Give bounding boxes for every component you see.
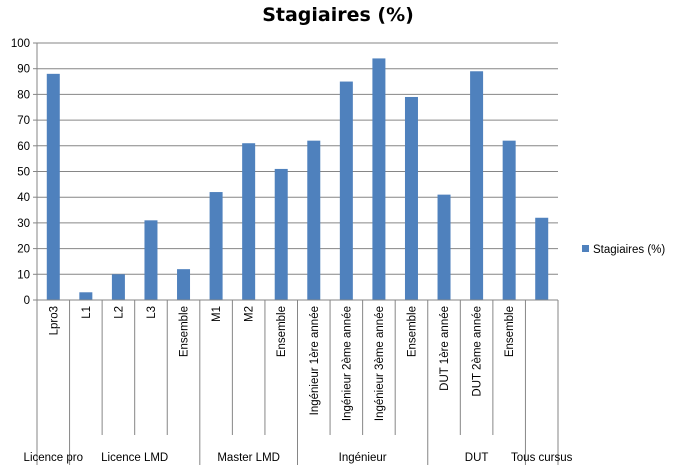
bar [470, 71, 484, 301]
x-category-label: L1 [81, 306, 93, 319]
bar [274, 168, 288, 300]
x-category-label: L3 [146, 306, 158, 319]
bar [242, 143, 256, 300]
bar [177, 269, 191, 300]
bars [46, 58, 549, 301]
bar [79, 292, 93, 300]
y-tick-label: 80 [17, 89, 30, 101]
x-category-label: M2 [244, 306, 256, 322]
y-tick-label: 0 [24, 295, 30, 307]
x-group-label: Licence LMD [101, 452, 168, 464]
x-category-label: Lpro3 [48, 306, 60, 335]
axis-labels: 0 10 20 30 40 50 60 70 80 90 100 Lpro3 L1 L2 L3 Ensembl… [11, 38, 573, 464]
y-tick-label: 40 [17, 192, 30, 204]
x-group-label: Tous cursus [511, 452, 573, 464]
bar [372, 58, 386, 300]
bar [437, 194, 451, 300]
bar [404, 96, 418, 300]
chart-title: Stagiaires (%) [262, 4, 414, 26]
x-category-label: Ingénieur 3ème année [374, 306, 386, 421]
x-category-label: DUT 1ère année [439, 306, 451, 391]
x-category-label: Ingénieur 1ère année [309, 306, 321, 415]
x-category-label: Ensemble [504, 306, 516, 357]
x-group-label: Licence pro [24, 452, 83, 464]
y-tick-label: 100 [11, 38, 30, 50]
bar [111, 274, 125, 300]
bar [144, 220, 158, 300]
x-group-label: DUT [465, 452, 489, 464]
x-category-label: M1 [211, 306, 223, 322]
x-category-label: Ensemble [276, 306, 288, 357]
x-group-label: Master LMD [217, 452, 280, 464]
y-tick-label: 20 [17, 244, 30, 256]
x-category-label: Ensemble [406, 306, 418, 357]
y-tick-label: 60 [17, 141, 30, 153]
x-group-label: Ingénieur [339, 452, 387, 464]
x-category-label: Ingénieur 2ème année [341, 306, 353, 421]
bar [535, 217, 549, 300]
gridlines [37, 42, 558, 275]
x-category-label: L2 [113, 306, 125, 319]
legend: Stagiaires (%) [582, 244, 665, 256]
axes [33, 42, 559, 465]
y-tick-label: 30 [17, 218, 30, 230]
bar [209, 192, 223, 300]
y-tick-label: 10 [17, 269, 30, 281]
bar [339, 81, 353, 300]
legend-label: Stagiaires (%) [593, 244, 665, 256]
y-tick-label: 90 [17, 64, 30, 76]
legend-swatch [582, 245, 589, 252]
y-tick-label: 50 [17, 167, 30, 179]
y-tick-label: 70 [17, 115, 30, 127]
bar [307, 140, 321, 300]
bar [46, 73, 60, 300]
x-category-label: DUT 2ème année [472, 306, 484, 397]
bar [502, 140, 516, 300]
x-category-label: Ensemble [179, 306, 191, 357]
